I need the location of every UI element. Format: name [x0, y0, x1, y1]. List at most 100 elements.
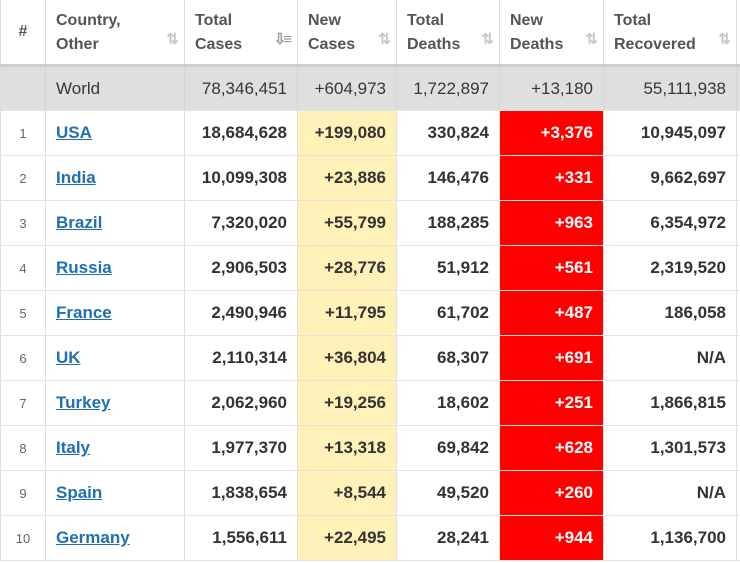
header-total-cases-line2: Cases	[195, 36, 243, 53]
total-deaths-cell: 188,285	[397, 201, 500, 245]
header-total-deaths-line1: Total	[407, 12, 445, 29]
total-cases-cell: 18,684,628	[185, 111, 298, 155]
rank-cell: 4	[0, 246, 46, 290]
new-cases-cell: +13,318	[298, 426, 397, 470]
total-recovered-cell: 1,136,700	[604, 516, 737, 560]
total-cases-cell: 10,099,308	[185, 156, 298, 200]
header-country[interactable]: Country, Other ⇅	[46, 0, 185, 64]
country-link[interactable]: India	[56, 168, 96, 187]
sort-desc-icon[interactable]: ⇩≡	[273, 31, 292, 48]
new-cases-cell: +36,804	[298, 336, 397, 380]
table-row: 4 Russia 2,906,503 +28,776 51,912 +561 2,319,5…	[0, 246, 740, 291]
world-total-cases: 78,346,451	[185, 67, 298, 110]
table-row: 1 USA 18,684,628 +199,080 330,824 +3,376 10,94…	[0, 111, 740, 156]
world-new-cases: +604,973	[298, 67, 397, 110]
header-country-line1: Country,	[56, 12, 121, 29]
country-cell: Turkey	[46, 381, 185, 425]
world-total-deaths: 1,722,897	[397, 67, 500, 110]
country-cell: UK	[46, 336, 185, 380]
rank-cell: 7	[0, 381, 46, 425]
header-total-cases[interactable]: Total Cases ⇩≡	[185, 0, 298, 64]
total-cases-cell: 2,490,946	[185, 291, 298, 335]
total-cases-cell: 7,320,020	[185, 201, 298, 245]
sort-icon[interactable]: ⇅	[378, 31, 390, 48]
country-cell: Italy	[46, 426, 185, 470]
country-cell: Russia	[46, 246, 185, 290]
header-new-deaths[interactable]: New Deaths ⇅	[500, 0, 604, 64]
total-deaths-cell: 49,520	[397, 471, 500, 515]
world-new-deaths: +13,180	[500, 67, 604, 110]
total-cases-cell: 1,977,370	[185, 426, 298, 470]
country-cell: Germany	[46, 516, 185, 560]
country-cell: India	[46, 156, 185, 200]
world-row: World 78,346,451 +604,973 1,722,897 +13,…	[0, 67, 740, 111]
new-cases-cell: +23,886	[298, 156, 397, 200]
total-recovered-cell: 1,301,573	[604, 426, 737, 470]
country-link[interactable]: Russia	[56, 258, 112, 277]
country-link[interactable]: Brazil	[56, 213, 103, 232]
header-total-recovered[interactable]: Total Recovered ⇅	[604, 0, 737, 64]
sort-icon[interactable]: ⇅	[166, 31, 178, 48]
new-deaths-cell: +691	[500, 336, 604, 380]
header-country-line2: Other	[56, 36, 99, 53]
new-deaths-cell: +561	[500, 246, 604, 290]
country-link[interactable]: Turkey	[56, 393, 111, 412]
rank-cell: 5	[0, 291, 46, 335]
country-link[interactable]: France	[56, 303, 112, 322]
table-row: 10 Germany 1,556,611 +22,495 28,241 +944 1,136…	[0, 516, 740, 561]
total-recovered-cell: N/A	[604, 336, 737, 380]
header-rank[interactable]: #	[0, 0, 46, 64]
header-new-cases[interactable]: New Cases ⇅	[298, 0, 397, 64]
total-recovered-cell: N/A	[604, 471, 737, 515]
sort-icon[interactable]: ⇅	[585, 31, 597, 48]
header-total-recovered-line1: Total	[614, 12, 652, 29]
country-link[interactable]: Spain	[56, 483, 103, 502]
country-cell: Spain	[46, 471, 185, 515]
total-cases-cell: 2,062,960	[185, 381, 298, 425]
total-cases-cell: 2,906,503	[185, 246, 298, 290]
country-link[interactable]: USA	[56, 123, 92, 142]
world-rank-cell	[0, 67, 46, 110]
total-deaths-cell: 18,602	[397, 381, 500, 425]
header-new-cases-line2: Cases	[308, 36, 356, 53]
sort-icon[interactable]: ⇅	[481, 31, 493, 48]
total-cases-cell: 1,556,611	[185, 516, 298, 560]
sort-icon[interactable]: ⇅	[718, 31, 730, 48]
total-deaths-cell: 68,307	[397, 336, 500, 380]
total-deaths-cell: 61,702	[397, 291, 500, 335]
total-deaths-cell: 51,912	[397, 246, 500, 290]
header-new-deaths-line1: New	[510, 12, 543, 29]
rank-cell: 6	[0, 336, 46, 380]
total-recovered-cell: 6,354,972	[604, 201, 737, 245]
new-deaths-cell: +944	[500, 516, 604, 560]
header-new-cases-line1: New	[308, 12, 341, 29]
total-deaths-cell: 69,842	[397, 426, 500, 470]
country-link[interactable]: Italy	[56, 438, 91, 457]
table-row: 9 Spain 1,838,654 +8,544 49,520 +260 N/A	[0, 471, 740, 516]
table-row: 3 Brazil 7,320,020 +55,799 188,285 +963 6,354,…	[0, 201, 740, 246]
header-rank-label: #	[18, 23, 28, 40]
country-link[interactable]: UK	[56, 348, 81, 367]
rank-cell: 9	[0, 471, 46, 515]
header-total-deaths[interactable]: Total Deaths ⇅	[397, 0, 500, 64]
country-link[interactable]: Germany	[56, 528, 130, 547]
rank-cell: 1	[0, 111, 46, 155]
table-row: 8 Italy 1,977,370 +13,318 69,842 +628 1,301,57…	[0, 426, 740, 471]
table-header: # Country, Other ⇅ Total Cases ⇩≡ New Ca…	[0, 0, 740, 67]
new-cases-cell: +22,495	[298, 516, 397, 560]
total-deaths-cell: 330,824	[397, 111, 500, 155]
table-row: 7 Turkey 2,062,960 +19,256 18,602 +251 1,866,8…	[0, 381, 740, 426]
rank-cell: 8	[0, 426, 46, 470]
new-cases-cell: +8,544	[298, 471, 397, 515]
new-cases-cell: +55,799	[298, 201, 397, 245]
new-deaths-cell: +963	[500, 201, 604, 245]
header-new-deaths-line2: Deaths	[510, 36, 564, 53]
rank-cell: 2	[0, 156, 46, 200]
new-deaths-cell: +487	[500, 291, 604, 335]
new-deaths-cell: +260	[500, 471, 604, 515]
total-cases-cell: 2,110,314	[185, 336, 298, 380]
table-row: 6 UK 2,110,314 +36,804 68,307 +691 N/A	[0, 336, 740, 381]
header-total-deaths-line2: Deaths	[407, 36, 461, 53]
total-recovered-cell: 2,319,520	[604, 246, 737, 290]
total-recovered-cell: 1,866,815	[604, 381, 737, 425]
